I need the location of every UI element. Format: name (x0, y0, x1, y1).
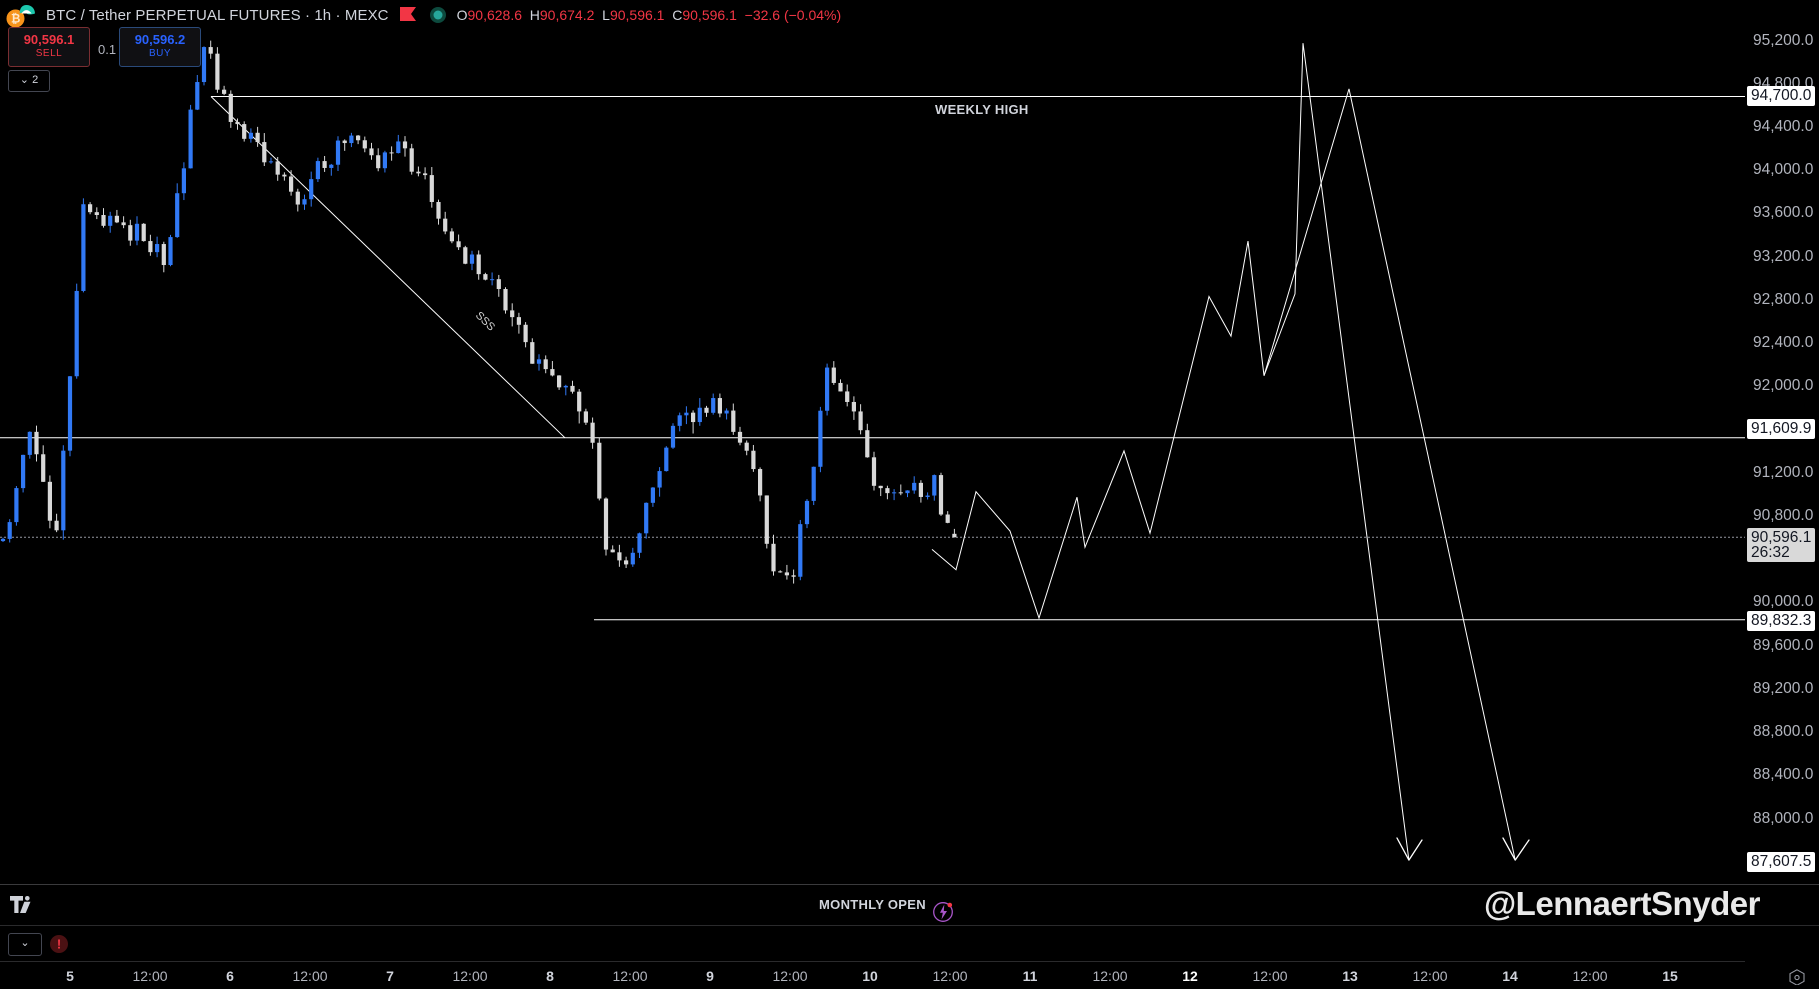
svg-text:SSS: SSS (473, 310, 497, 334)
svg-text:!: ! (57, 937, 61, 952)
